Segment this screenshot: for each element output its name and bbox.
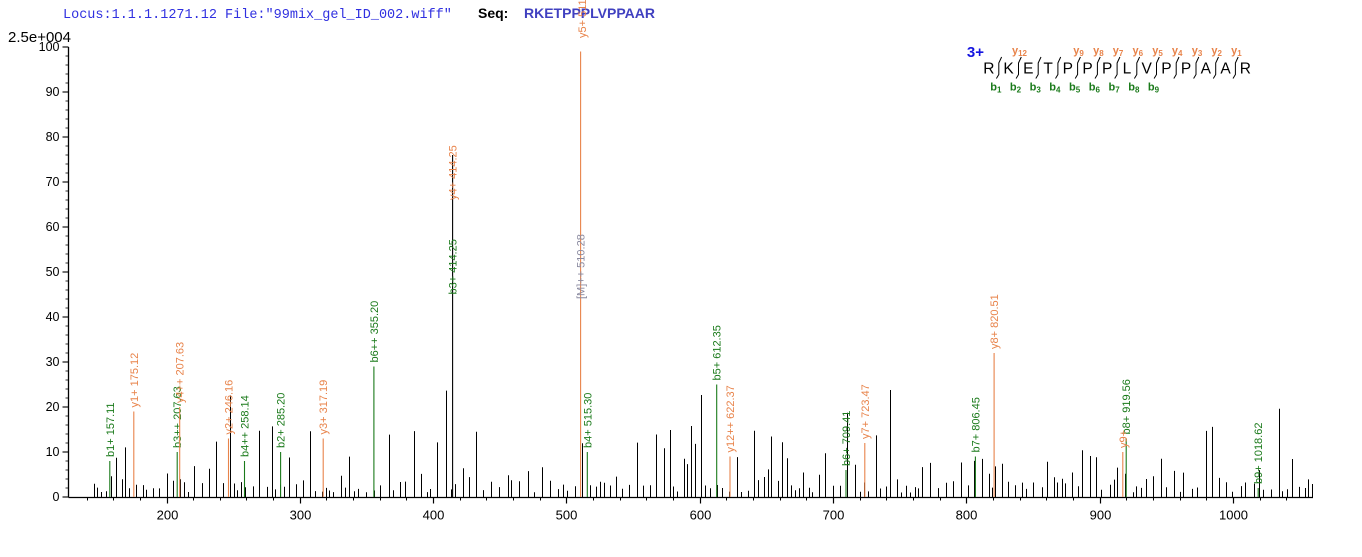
- svg-text:b2+ 285.20: b2+ 285.20: [276, 393, 288, 448]
- svg-text:y4++ 207.63: y4++ 207.63: [175, 342, 187, 403]
- svg-text:RKETPPPLVPPAAR: RKETPPPLVPPAAR: [524, 5, 655, 21]
- svg-text:800: 800: [956, 508, 978, 523]
- svg-text:b4+ 515.30: b4+ 515.30: [582, 393, 594, 448]
- svg-text:10: 10: [46, 445, 60, 459]
- svg-text:80: 80: [46, 130, 60, 144]
- svg-text:P: P: [1102, 61, 1112, 78]
- svg-text:0: 0: [53, 490, 60, 504]
- svg-text:R: R: [1240, 61, 1251, 78]
- svg-text:R: R: [983, 61, 994, 78]
- svg-text:y8+ 820.51: y8+ 820.51: [989, 294, 1001, 349]
- svg-text:y7+ 723.47: y7+ 723.47: [860, 384, 872, 439]
- svg-text:b4++ 258.14: b4++ 258.14: [240, 395, 252, 457]
- svg-text:500: 500: [556, 508, 578, 523]
- svg-text:Seq:: Seq:: [478, 5, 508, 21]
- svg-text:E: E: [1023, 61, 1033, 78]
- svg-text:A: A: [1201, 61, 1212, 78]
- svg-text:P: P: [1181, 61, 1191, 78]
- svg-text:b7+ 806.45: b7+ 806.45: [970, 397, 982, 452]
- svg-text:P: P: [1082, 61, 1092, 78]
- svg-text:y2+ 246.16: y2+ 246.16: [224, 380, 236, 435]
- svg-text:b3+ 414.25: b3+ 414.25: [448, 239, 460, 294]
- svg-text:900: 900: [1090, 508, 1112, 523]
- svg-text:90: 90: [46, 85, 60, 99]
- svg-text:200: 200: [157, 508, 179, 523]
- svg-text:y3+ 317.19: y3+ 317.19: [318, 380, 330, 435]
- svg-text:70: 70: [46, 175, 60, 189]
- svg-text:300: 300: [290, 508, 312, 523]
- svg-text:3+: 3+: [967, 44, 984, 61]
- svg-text:T: T: [1043, 61, 1053, 78]
- svg-text:Locus:1.1.1.1271.12 File:"99mi: Locus:1.1.1.1271.12 File:"99mix_gel_ID_0…: [63, 8, 452, 23]
- svg-text:50: 50: [46, 265, 60, 279]
- svg-text:20: 20: [46, 400, 60, 414]
- svg-text:1000: 1000: [1219, 508, 1248, 523]
- svg-text:b5+ 612.35: b5+ 612.35: [712, 325, 724, 380]
- svg-text:30: 30: [46, 355, 60, 369]
- svg-text:y12++ 622.37: y12++ 622.37: [725, 385, 737, 452]
- svg-text:[M]++ 510.28: [M]++ 510.28: [576, 234, 588, 299]
- svg-text:y9+: y9+: [1118, 430, 1130, 448]
- svg-text:60: 60: [46, 220, 60, 234]
- svg-text:40: 40: [46, 310, 60, 324]
- svg-text:400: 400: [423, 508, 445, 523]
- svg-text:V: V: [1142, 61, 1153, 78]
- svg-text:P: P: [1063, 61, 1073, 78]
- svg-text:y1+ 175.12: y1+ 175.12: [129, 353, 141, 408]
- svg-text:L: L: [1123, 61, 1132, 78]
- svg-text:y5+ 511.30: y5+ 511.30: [577, 0, 589, 38]
- svg-text:b1+ 157.11: b1+ 157.11: [105, 402, 117, 457]
- svg-text:K: K: [1003, 61, 1014, 78]
- svg-text:b6+ 709.41: b6+ 709.41: [841, 411, 853, 466]
- svg-text:600: 600: [690, 508, 712, 523]
- svg-text:b8+ 919.56: b8+ 919.56: [1121, 379, 1133, 434]
- svg-text:P: P: [1161, 61, 1171, 78]
- svg-text:b9+ 1018.62: b9+ 1018.62: [1253, 423, 1265, 484]
- svg-text:y4+ 414.25: y4+ 414.25: [448, 145, 460, 200]
- svg-text:b6++ 355.20: b6++ 355.20: [369, 301, 381, 363]
- svg-text:100: 100: [39, 40, 60, 54]
- svg-text:700: 700: [823, 508, 845, 523]
- svg-text:A: A: [1220, 61, 1231, 78]
